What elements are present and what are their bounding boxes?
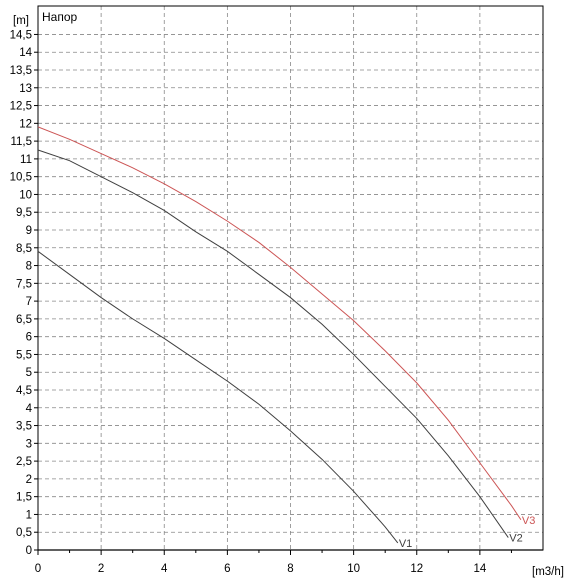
series-label-v1: V1 — [399, 538, 412, 550]
y-axis-label: [m] — [13, 15, 29, 27]
y-tick-label: 7 — [26, 296, 32, 308]
y-tick-label: 10,5 — [10, 172, 32, 184]
y-tick-label: 12 — [19, 118, 32, 130]
y-tick-label: 5,5 — [16, 349, 32, 361]
y-tick-label: 2 — [26, 474, 32, 486]
y-tick-label: 0,5 — [16, 527, 32, 539]
axes — [34, 5, 544, 555]
chart-title: Напор — [42, 10, 78, 24]
y-tick-label: 12,5 — [10, 101, 32, 113]
y-tick-label: 2,5 — [16, 456, 32, 468]
y-tick-label: 14 — [19, 47, 32, 59]
y-tick-label: 1,5 — [16, 492, 32, 504]
y-tick-label: 11 — [20, 154, 32, 166]
y-tick-label: 3 — [26, 438, 32, 450]
x-tick-label: 12 — [410, 563, 423, 575]
y-tick-label: 1 — [26, 509, 32, 521]
series-line-v1 — [37, 250, 399, 544]
y-tick-label: 13,5 — [10, 65, 32, 77]
x-tick-label: 0 — [35, 563, 41, 575]
x-tick-label: 8 — [287, 563, 293, 575]
y-tick-label: 5 — [26, 367, 32, 379]
x-tick-label: 14 — [473, 563, 486, 575]
y-tick-label: 9 — [26, 225, 32, 237]
y-tick-label: 11,5 — [10, 136, 32, 148]
x-axis-label: [m3/h] — [532, 566, 564, 578]
y-tick-label: 4 — [26, 403, 33, 415]
y-tick-label: 8 — [26, 261, 32, 273]
series-lines — [37, 126, 522, 544]
series-label-v3: V3 — [522, 515, 535, 527]
series-label-v2: V2 — [509, 533, 522, 545]
x-tick-label: 2 — [98, 563, 104, 575]
tick-labels: 00,511,522,533,544,555,566,577,588,599,5… — [10, 29, 487, 575]
y-tick-label: 0 — [26, 545, 32, 557]
y-tick-label: 10 — [19, 189, 32, 201]
x-tick-label: 4 — [161, 563, 168, 575]
x-tick-label: 10 — [347, 563, 360, 575]
y-tick-label: 13 — [19, 83, 32, 95]
y-tick-label: 9,5 — [16, 207, 32, 219]
series-line-v2 — [37, 149, 509, 538]
y-tick-label: 7,5 — [16, 278, 32, 290]
y-tick-label: 3,5 — [16, 421, 32, 433]
y-tick-label: 6,5 — [16, 314, 32, 326]
x-tick-label: 6 — [224, 563, 230, 575]
y-tick-label: 8,5 — [16, 243, 32, 255]
series-line-v3 — [37, 126, 522, 521]
y-tick-label: 14,5 — [10, 29, 32, 41]
y-tick-label: 6 — [26, 332, 32, 344]
y-tick-label: 4,5 — [16, 385, 32, 397]
grid — [38, 6, 543, 550]
